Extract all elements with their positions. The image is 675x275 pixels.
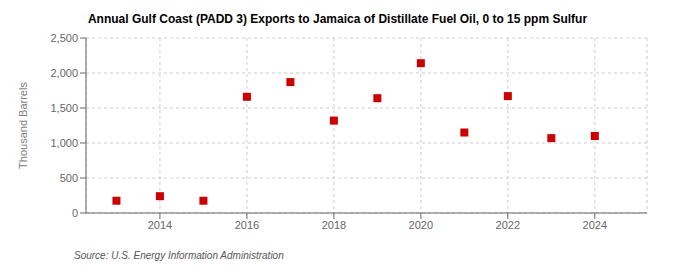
svg-text:1,500: 1,500 bbox=[50, 102, 78, 114]
html-text:Annual Gulf Coast (PADD 3) Exp: Annual Gulf Coast (PADD 3) Exports to Ja… bbox=[87, 12, 588, 26]
svg-text:0: 0 bbox=[72, 207, 78, 219]
html-text:Source: U.S. Energy Informatio: Source: U.S. Energy Information Administ… bbox=[74, 250, 284, 261]
svg-text:2020: 2020 bbox=[409, 219, 433, 231]
svg-text:2,500: 2,500 bbox=[50, 32, 78, 44]
svg-text:2024: 2024 bbox=[583, 219, 607, 231]
svg-text:2022: 2022 bbox=[496, 219, 520, 231]
svg-text:1,000: 1,000 bbox=[50, 137, 78, 149]
svg-text:2014: 2014 bbox=[148, 219, 172, 231]
svg-text:2018: 2018 bbox=[322, 219, 346, 231]
svg-text:2016: 2016 bbox=[235, 219, 259, 231]
svg-text:500: 500 bbox=[60, 172, 78, 184]
svg-text:2,000: 2,000 bbox=[50, 67, 78, 79]
svg-text:Thousand Barrels: Thousand Barrels bbox=[17, 82, 29, 169]
